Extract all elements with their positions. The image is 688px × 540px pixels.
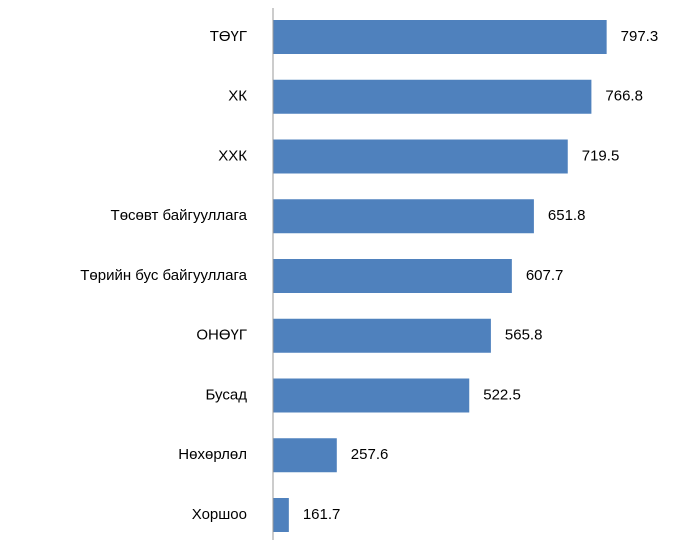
value-label: 257.6 xyxy=(351,446,389,463)
bar xyxy=(273,498,289,532)
y-tick-label: Бусад xyxy=(206,386,248,403)
value-label: 565.8 xyxy=(505,327,543,344)
y-tick-label: ХК xyxy=(228,88,247,105)
value-label: 651.8 xyxy=(548,207,586,224)
y-tick-label: Төсөвт байгууллага xyxy=(111,207,248,224)
bar xyxy=(273,20,607,54)
value-label: 522.5 xyxy=(483,386,521,403)
value-label: 719.5 xyxy=(582,147,620,164)
y-tick-label: Төрийн бус байгууллага xyxy=(80,267,247,284)
y-tick-label: ТӨҮГ xyxy=(210,28,247,45)
bar xyxy=(273,199,534,234)
value-label: 161.7 xyxy=(303,506,341,523)
bar xyxy=(273,378,470,413)
value-label: 607.7 xyxy=(526,267,564,284)
y-tick-label: ХХК xyxy=(218,147,247,164)
value-label: 766.8 xyxy=(605,88,643,105)
bar xyxy=(273,438,337,473)
bar xyxy=(273,79,592,114)
y-tick-label: Нөхөрлөл xyxy=(178,446,247,463)
y-tick-label: Хоршоо xyxy=(192,506,247,523)
bar xyxy=(273,318,491,353)
value-label: 797.3 xyxy=(621,28,659,45)
bar xyxy=(273,139,568,174)
bar xyxy=(273,259,512,293)
y-tick-label: ОНӨҮГ xyxy=(196,327,247,344)
